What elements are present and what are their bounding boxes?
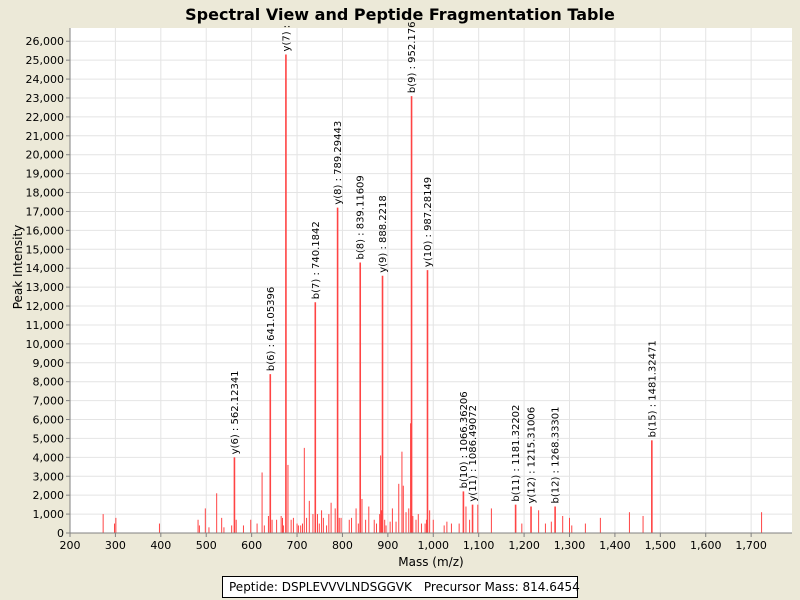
y-tick-label: 13,000	[26, 281, 65, 294]
peak-label: b(10) : 1066.36206	[459, 391, 470, 488]
x-tick-label: 1,500	[645, 539, 677, 552]
x-axis-ticks: 200 300 400 500 600 700 800 900 1,000 1,100 1,200 1…	[60, 533, 767, 552]
y-tick-label: 18,000	[26, 187, 65, 200]
y-tick-label: 15,000	[26, 243, 65, 256]
peak-label: y(11) : 1086.49072	[468, 405, 479, 502]
x-tick-label: 1,200	[508, 539, 540, 552]
peak-label: y(6) : 562.12341	[230, 370, 241, 454]
peak-label: y(12) : 1215.31006	[527, 407, 538, 504]
y-tick-label: 10,000	[26, 338, 65, 351]
y-tick-label: 0	[57, 527, 64, 540]
peak-label: b(9) : 952.176	[407, 21, 418, 93]
peak-label: y(9) : 888.2218	[378, 195, 389, 273]
y-tick-label: 14,000	[26, 262, 65, 275]
x-tick-label: 1,000	[418, 539, 450, 552]
peak-label: b(11) : 1181.32202	[511, 405, 522, 502]
peak-label: y(8) : 789.29443	[333, 121, 344, 205]
y-tick-label: 25,000	[26, 54, 65, 67]
peak-label: y(7) :	[281, 25, 292, 52]
y-tick-label: 7,000	[33, 395, 65, 408]
y-tick-label: 9,000	[33, 357, 65, 370]
y-tick-label: 20,000	[26, 149, 65, 162]
x-tick-label: 800	[332, 539, 353, 552]
chart-title: Spectral View and Peptide Fragmentation …	[185, 5, 615, 24]
peak-label: b(7) : 740.1842	[311, 221, 322, 299]
x-tick-label: 400	[150, 539, 171, 552]
x-tick-label: 200	[60, 539, 81, 552]
peptide-legend: Peptide: DSPLEVVVLNDSGGVK Precursor Mass:…	[222, 576, 580, 598]
x-tick-label: 1,700	[735, 539, 767, 552]
y-tick-label: 26,000	[26, 35, 65, 48]
y-tick-label: 12,000	[26, 300, 65, 313]
y-tick-label: 22,000	[26, 111, 65, 124]
y-tick-label: 8,000	[33, 376, 65, 389]
y-axis-title: Peak Intensity	[11, 225, 25, 310]
peak-label: b(12) : 1268.33301	[551, 406, 562, 503]
x-tick-label: 600	[241, 539, 262, 552]
x-tick-label: 1,400	[599, 539, 631, 552]
peak-label: b(8) : 839.11609	[356, 175, 367, 259]
axes	[69, 28, 792, 534]
peak-label: b(6) : 641.05396	[266, 287, 277, 371]
x-tick-label: 500	[196, 539, 217, 552]
y-tick-label: 2,000	[33, 489, 65, 502]
x-tick-label: 300	[105, 539, 126, 552]
y-tick-label: 24,000	[26, 73, 65, 86]
y-tick-label: 21,000	[26, 130, 65, 143]
grid-lines	[69, 28, 792, 533]
y-tick-label: 11,000	[26, 319, 65, 332]
y-tick-label: 17,000	[26, 205, 65, 218]
plot-area	[70, 28, 792, 533]
y-tick-label: 3,000	[33, 470, 65, 483]
peptide-sequence: Peptide: DSPLEVVVLNDSGGVK	[229, 580, 412, 594]
peak-label: y(10) : 987.28149	[423, 177, 434, 267]
x-tick-label: 1,600	[690, 539, 722, 552]
precursor-mass: Precursor Mass: 814.6454	[423, 580, 580, 594]
x-axis-title: Mass (m/z)	[398, 555, 463, 569]
y-tick-label: 16,000	[26, 224, 65, 237]
x-tick-label: 1,300	[554, 539, 586, 552]
y-tick-label: 23,000	[26, 92, 65, 105]
annotated-peaks: y(6) : 562.12341 b(6) : 641.05396 y(7) : b(…	[230, 21, 658, 533]
x-tick-label: 1,100	[463, 539, 495, 552]
peak-label: b(15) : 1481.32471	[647, 340, 658, 437]
x-tick-label: 900	[377, 539, 398, 552]
y-tick-label: 6,000	[33, 414, 65, 427]
y-tick-label: 4,000	[33, 451, 65, 464]
y-tick-label: 5,000	[33, 432, 65, 445]
y-tick-label: 1,000	[33, 508, 65, 521]
y-tick-label: 19,000	[26, 168, 65, 181]
unannotated-peaks	[102, 423, 763, 533]
y-axis-ticks: 0 1,000 2,000 3,000 4,000 5,000 6,000 7,000 8,00…	[26, 35, 70, 540]
x-tick-label: 700	[287, 539, 308, 552]
